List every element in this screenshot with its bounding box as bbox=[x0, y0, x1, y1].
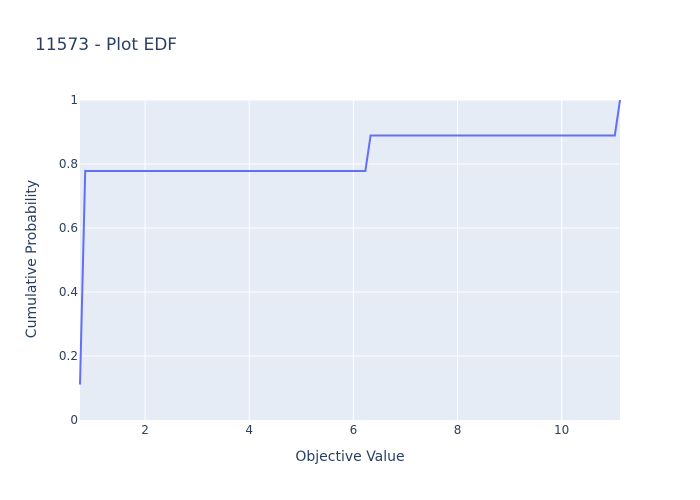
plot-area bbox=[80, 100, 620, 420]
y-tick-label: 0 bbox=[70, 413, 78, 427]
x-tick-label: 6 bbox=[350, 423, 358, 437]
y-tick-label: 0.4 bbox=[59, 285, 78, 299]
chart-title: 11573 - Plot EDF bbox=[35, 35, 177, 55]
y-tick-label: 1 bbox=[70, 93, 78, 107]
grid-lines bbox=[80, 99, 620, 420]
y-axis-title: Cumulative Probability bbox=[24, 180, 40, 338]
y-tick-label: 0.8 bbox=[59, 157, 78, 171]
x-tick-label: 4 bbox=[245, 423, 253, 437]
y-tick-label: 0.6 bbox=[59, 221, 78, 235]
x-axis-title: Objective Value bbox=[295, 449, 404, 465]
x-tick-label: 8 bbox=[454, 423, 462, 437]
y-tick-label: 0.2 bbox=[59, 349, 78, 363]
x-tick-label: 2 bbox=[141, 423, 149, 437]
tick-labels: 2 4 6 8 10 0 0.2 0.4 0.6 0.8 1 bbox=[59, 93, 569, 437]
x-tick-label: 10 bbox=[554, 423, 569, 437]
edf-series-line bbox=[79, 99, 621, 385]
